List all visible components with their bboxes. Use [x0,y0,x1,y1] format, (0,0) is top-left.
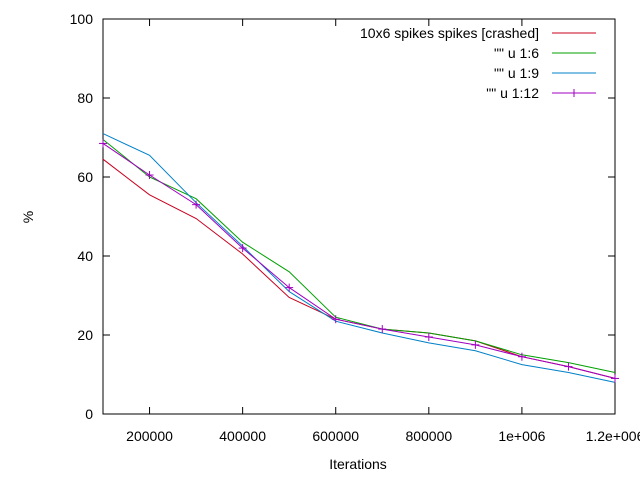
x-tick-label: 1e+006 [498,428,545,444]
y-tick-label: 40 [77,248,93,264]
x-tick-label: 200000 [126,428,173,444]
legend-label: "" u 1:12 [486,85,539,101]
series-line-2 [102,139,616,373]
x-tick-label: 600000 [312,428,359,444]
data-point [285,283,294,292]
data-point [145,171,154,180]
legend-label: 10x6 spikes spikes [crashed] [360,25,539,41]
data-point [331,315,340,324]
x-tick-label: 800000 [405,428,452,444]
data-point [424,332,433,341]
data-point [192,200,201,209]
legend-label: "" u 1:6 [494,45,539,61]
y-axis-title: % [20,211,36,223]
x-axis-title: Iterations [329,456,387,472]
data-point [99,139,107,148]
data-point [471,340,480,349]
series-layer [99,133,619,383]
data-point [378,325,387,334]
data-point [517,352,526,361]
data-point [611,374,619,383]
y-tick-label: 0 [85,406,93,422]
legend-label: "" u 1:9 [494,65,539,81]
data-point [564,362,573,371]
y-axis: 0 20 40 60 80 100 [70,11,615,422]
y-tick-label: 80 [77,90,93,106]
series-line-4 [102,142,616,379]
y-tick-label: 100 [70,11,94,27]
x-tick-label: 1.2e+006 [586,428,640,444]
series-line-3 [102,133,616,383]
data-point [238,244,247,253]
series-line-1 [102,158,616,379]
y-tick-label: 20 [77,327,93,343]
legend: 10x6 spikes spikes [crashed] "" u 1:6 "" u… [360,25,596,101]
x-tick-label: 400000 [219,428,266,444]
y-tick-label: 60 [77,169,93,185]
x-axis: 200000 400000 600000 800000 1e+006 1.2e+006 [126,19,640,444]
plot-frame [102,18,616,415]
